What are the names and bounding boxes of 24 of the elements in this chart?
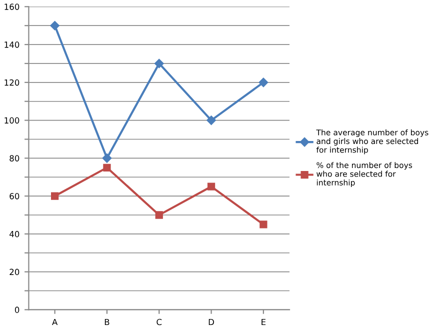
y-tick-label: 160	[4, 4, 20, 10]
x-tick-label: D	[208, 318, 214, 326]
y-tick-label: 60	[10, 193, 20, 200]
x-tick-label: B	[104, 318, 110, 326]
point	[103, 164, 111, 172]
y-tick-label: 40	[10, 230, 20, 238]
y-tick-label: 140	[4, 42, 20, 48]
point	[155, 211, 163, 219]
point	[206, 116, 216, 125]
y-tick-label: 80	[10, 155, 20, 162]
y-tick-label: 100	[4, 117, 20, 124]
y-tick-label: 0	[14, 306, 20, 313]
x-tick-label: E	[262, 318, 266, 326]
point	[102, 154, 112, 163]
y-tick-label: 120	[4, 79, 20, 86]
point	[50, 192, 59, 200]
point	[50, 20, 60, 30]
point	[154, 58, 164, 68]
point	[260, 220, 268, 228]
point	[258, 78, 268, 88]
x-tick-label: C	[156, 318, 162, 326]
point	[207, 182, 216, 190]
y-tick-label: 20	[10, 268, 20, 276]
x-tick-label: A	[52, 318, 58, 326]
